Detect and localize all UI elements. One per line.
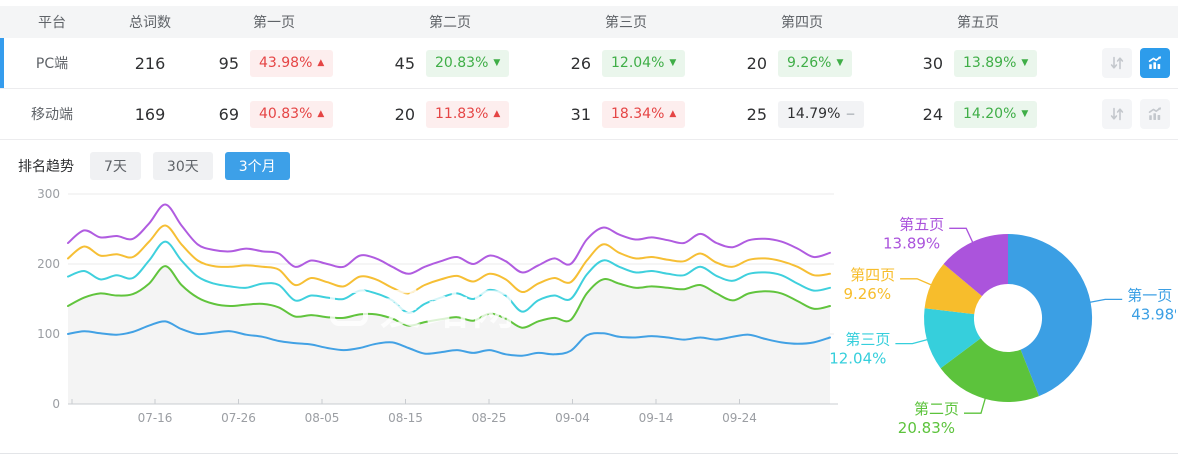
- platform-rank-table: 平台 总词数 第一页 第二页 第三页 第四页 第五页 PC端 216 95 43…: [0, 6, 1178, 140]
- trend-chart-icon: [1148, 56, 1161, 69]
- svg-text:43.98%: 43.98%: [1131, 305, 1176, 323]
- svg-text:09-04: 09-04: [555, 411, 590, 425]
- svg-text:12.04%: 12.04%: [829, 350, 886, 368]
- donut-slice-第一页: [1008, 233, 1093, 397]
- page2-count: 20: [394, 104, 415, 124]
- col-header-total-words: 总词数: [129, 15, 171, 31]
- page1-pct-badge: 43.98% ▲: [250, 49, 334, 77]
- trend-up-icon: ▲: [317, 57, 325, 68]
- donut-slice-第五页: [943, 233, 1008, 297]
- donut-slice-第四页: [924, 264, 982, 315]
- table-row-pc[interactable]: PC端 216 95 43.98% ▲ 45 20.83% ▼ 26 12.04% ▼…: [0, 38, 1178, 89]
- svg-text:07-16: 07-16: [138, 411, 173, 425]
- svg-text:07-26: 07-26: [221, 411, 256, 425]
- svg-text:09-14: 09-14: [639, 411, 674, 425]
- page5-pct-badge: 14.20% ▼: [954, 100, 1038, 128]
- tab-30days[interactable]: 30天: [152, 152, 213, 180]
- svg-text:100: 100: [37, 327, 60, 341]
- trend-chart-button[interactable]: [1140, 99, 1170, 129]
- trend-down-icon: ▼: [1021, 57, 1029, 68]
- svg-text:第二页: 第二页: [914, 400, 959, 418]
- svg-text:200: 200: [37, 257, 60, 271]
- tab-3months[interactable]: 3个月: [224, 152, 290, 180]
- page3-count: 31: [570, 104, 591, 124]
- svg-text:08-05: 08-05: [305, 411, 340, 425]
- svg-text:第四页: 第四页: [850, 266, 895, 284]
- page2-count: 45: [394, 53, 415, 73]
- page3-count: 26: [570, 53, 591, 73]
- svg-text:300: 300: [37, 187, 60, 201]
- svg-text:09-24: 09-24: [722, 411, 757, 425]
- ranking-trend-line-chart: 0 100 200 300 07-16 07-26 08-05 08-15 08-25 09-04…: [37, 187, 838, 425]
- svg-text:9.26%: 9.26%: [843, 285, 891, 303]
- trend-down-icon: ▼: [836, 57, 844, 68]
- page5-count: 24: [922, 104, 943, 124]
- tab-7days[interactable]: 7天: [90, 152, 141, 180]
- trend-up-icon: ▲: [317, 108, 325, 119]
- svg-text:第一页: 第一页: [1127, 286, 1172, 304]
- trend-down-icon: ▼: [1021, 108, 1029, 119]
- trend-up-icon: ▲: [493, 108, 501, 119]
- charts-area: 0 100 200 300 07-16 07-26 08-05 08-15 08-25 09-04…: [0, 180, 1178, 453]
- svg-text:20.83%: 20.83%: [898, 419, 955, 437]
- sort-button[interactable]: [1102, 48, 1132, 78]
- col-header-page3: 第三页: [605, 15, 647, 31]
- trend-down-icon: ▼: [493, 57, 501, 68]
- col-header-page4: 第四页: [781, 15, 823, 31]
- total-words-value: 169: [134, 104, 166, 124]
- page5-count: 30: [922, 53, 943, 73]
- trend-chart-button[interactable]: [1140, 48, 1170, 78]
- trend-chart-icon: [1148, 107, 1161, 120]
- svg-text:0: 0: [52, 397, 60, 411]
- page4-count: 25: [746, 104, 767, 124]
- page1-pct-badge: 40.83% ▲: [250, 100, 334, 128]
- trend-down-icon: ▼: [669, 57, 677, 68]
- page1-count: 69: [218, 104, 239, 124]
- page1-count: 95: [218, 53, 239, 73]
- donut-slice-第三页: [924, 308, 981, 369]
- table-row-mobile[interactable]: 移动端 169 69 40.83% ▲ 20 11.83% ▲ 31 18.34% ▲…: [0, 89, 1178, 140]
- svg-text:第三页: 第三页: [845, 331, 890, 349]
- svg-text:08-25: 08-25: [472, 411, 507, 425]
- page5-pct-badge: 13.89% ▼: [954, 49, 1038, 77]
- page4-pct-badge: 9.26% ▼: [778, 49, 853, 77]
- page4-count: 20: [746, 53, 767, 73]
- svg-text:08-15: 08-15: [388, 411, 423, 425]
- page3-pct-badge: 12.04% ▼: [602, 49, 686, 77]
- col-header-page5: 第五页: [957, 15, 999, 31]
- total-words-value: 216: [134, 53, 166, 73]
- table-header-row: 平台 总词数 第一页 第二页 第三页 第四页 第五页: [0, 6, 1178, 38]
- sort-button[interactable]: [1102, 99, 1132, 129]
- page4-pct-badge: 14.79% −: [778, 100, 865, 128]
- donut-slice-第二页: [940, 338, 1039, 403]
- page2-pct-badge: 11.83% ▲: [426, 100, 510, 128]
- trend-period-tabs: 排名趋势 7天 30天 3个月: [18, 152, 1178, 180]
- sort-arrows-icon: [1110, 56, 1124, 70]
- sort-arrows-icon: [1110, 107, 1124, 121]
- col-header-platform: 平台: [38, 15, 66, 31]
- col-header-page2: 第二页: [429, 15, 471, 31]
- svg-text:13.89%: 13.89%: [883, 234, 940, 252]
- page3-pct-badge: 18.34% ▲: [602, 100, 686, 128]
- page2-pct-badge: 20.83% ▼: [426, 49, 510, 77]
- col-header-page1: 第一页: [253, 15, 295, 31]
- platform-label: PC端: [35, 56, 69, 72]
- trend-section-title: 排名趋势: [18, 159, 74, 175]
- svg-text:第五页: 第五页: [899, 215, 944, 233]
- trend-flat-icon: −: [845, 107, 856, 121]
- trend-up-icon: ▲: [669, 108, 677, 119]
- platform-label: 移动端: [31, 107, 73, 123]
